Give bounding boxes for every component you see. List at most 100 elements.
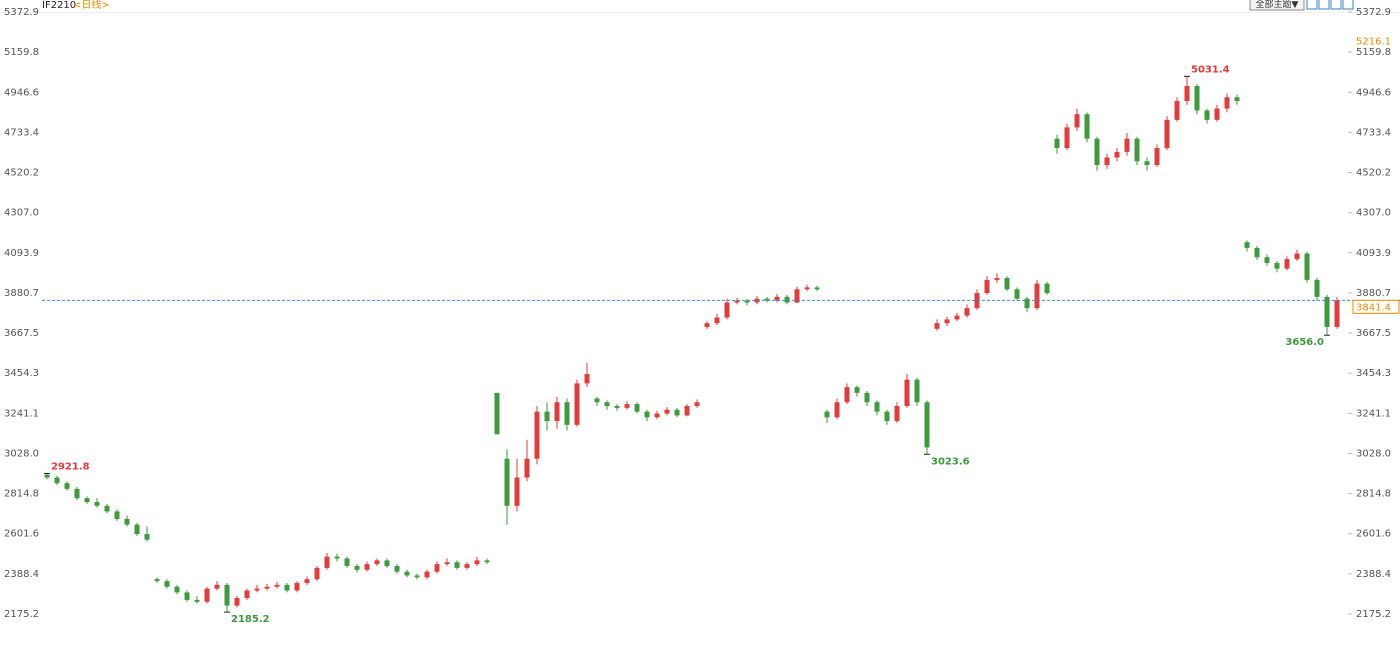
y-tick-label: 4093.9 xyxy=(4,248,39,259)
theme-button-label[interactable]: 全部主题▼ xyxy=(1256,0,1299,10)
candle-body xyxy=(1064,127,1070,149)
candle-body xyxy=(1014,289,1020,299)
candle-body xyxy=(494,392,500,435)
y-tick-label: 4733.4 xyxy=(1356,127,1391,138)
candle-body xyxy=(204,588,210,602)
y-tick-label: 2601.6 xyxy=(1356,529,1391,540)
candle-body xyxy=(594,398,600,403)
y-tick-label: 2814.8 xyxy=(1356,489,1391,500)
candle-body xyxy=(1044,283,1050,294)
candle-body xyxy=(384,560,390,567)
y-tick-label: 3880.7 xyxy=(1356,288,1391,299)
candle-body xyxy=(444,562,450,565)
extreme-label: 2921.8 xyxy=(51,461,90,472)
toolbar-icons xyxy=(1306,0,1354,10)
candle-body xyxy=(554,402,560,422)
candle-body xyxy=(1124,138,1130,152)
candle-body xyxy=(64,483,70,489)
candle-body xyxy=(1004,277,1010,290)
candle-body xyxy=(474,560,480,565)
candle-body xyxy=(94,502,100,506)
candle-body xyxy=(864,392,870,403)
candle-body xyxy=(514,477,520,506)
candle-body xyxy=(1324,296,1330,327)
icon-button[interactable] xyxy=(1306,0,1318,10)
candle-body xyxy=(54,477,60,484)
candle-body xyxy=(214,584,220,589)
candle-body xyxy=(924,402,930,448)
candle-body xyxy=(764,298,770,301)
candle-body xyxy=(814,287,820,290)
last-price-label: 3841.4 xyxy=(1356,302,1391,313)
y-tick-label: 2388.4 xyxy=(4,569,39,580)
candle-body xyxy=(634,404,640,412)
candle-body xyxy=(784,296,790,303)
candle-body xyxy=(524,458,530,478)
candle-body xyxy=(174,586,180,593)
candle-body xyxy=(1274,262,1280,269)
candle-body xyxy=(1094,138,1100,166)
cursor-price-label: 5216.1 xyxy=(1356,37,1391,48)
y-tick-label: 2388.4 xyxy=(1356,569,1391,580)
candle-body xyxy=(184,592,190,600)
candle-body xyxy=(314,567,320,580)
candle-body xyxy=(254,588,260,591)
candle-body xyxy=(894,406,900,422)
candle-body xyxy=(124,518,130,525)
icon-button[interactable] xyxy=(1330,0,1342,10)
candle-body xyxy=(234,598,240,606)
candle-body xyxy=(904,379,910,407)
candle-body xyxy=(1084,114,1090,139)
candle-body xyxy=(414,575,420,578)
candle-body xyxy=(114,511,120,519)
candle-body xyxy=(364,564,370,570)
candle-body xyxy=(264,586,270,589)
candle-body xyxy=(134,524,140,535)
candle-body xyxy=(994,277,1000,280)
candle-body xyxy=(544,411,550,422)
candle-body xyxy=(874,402,880,412)
candle-body xyxy=(1154,148,1160,166)
theme-button[interactable] xyxy=(1249,0,1305,11)
candle-body xyxy=(304,579,310,583)
candle-body xyxy=(674,409,680,416)
y-tick-label: 4307.0 xyxy=(4,208,39,219)
candle-body xyxy=(194,599,200,602)
extreme-label: 5031.4 xyxy=(1191,64,1230,75)
y-tick-label: 3454.3 xyxy=(1356,368,1391,379)
candle-body xyxy=(854,387,860,393)
candle-body xyxy=(1314,279,1320,297)
y-tick-label: 5372.9 xyxy=(4,7,39,18)
extreme-label: 3023.6 xyxy=(931,456,970,467)
candle-body xyxy=(1234,97,1240,102)
candle-body xyxy=(454,562,460,568)
candle-body xyxy=(504,458,510,506)
y-tick-label: 4946.6 xyxy=(1356,87,1391,98)
candle-body xyxy=(244,590,250,599)
y-tick-label: 4520.2 xyxy=(4,168,39,179)
candle-body xyxy=(1284,259,1290,269)
candle-body xyxy=(954,315,960,320)
candle-body xyxy=(1054,138,1060,149)
candle-body xyxy=(774,296,780,301)
candle-body xyxy=(354,566,360,570)
candle-body xyxy=(164,581,170,587)
extreme-label: 2185.2 xyxy=(231,614,270,625)
candle-body xyxy=(464,564,470,568)
candle-body xyxy=(1164,119,1170,149)
y-tick-label: 3667.5 xyxy=(1356,328,1391,339)
candle-body xyxy=(614,406,620,408)
candle-body xyxy=(1144,161,1150,166)
candle-body xyxy=(294,582,300,591)
last-price-box xyxy=(1352,299,1400,314)
y-tick-label: 4093.9 xyxy=(1356,248,1391,259)
icon-button[interactable] xyxy=(1318,0,1330,10)
y-tick-label: 3241.1 xyxy=(4,408,39,419)
y-tick-label: 3241.1 xyxy=(1356,408,1391,419)
y-tick-label: 5159.8 xyxy=(1356,47,1391,58)
candle-body xyxy=(74,488,80,499)
candle-body xyxy=(324,556,330,568)
candle-body xyxy=(734,300,740,303)
candle-body xyxy=(1134,138,1140,162)
icon-button[interactable] xyxy=(1342,0,1354,10)
